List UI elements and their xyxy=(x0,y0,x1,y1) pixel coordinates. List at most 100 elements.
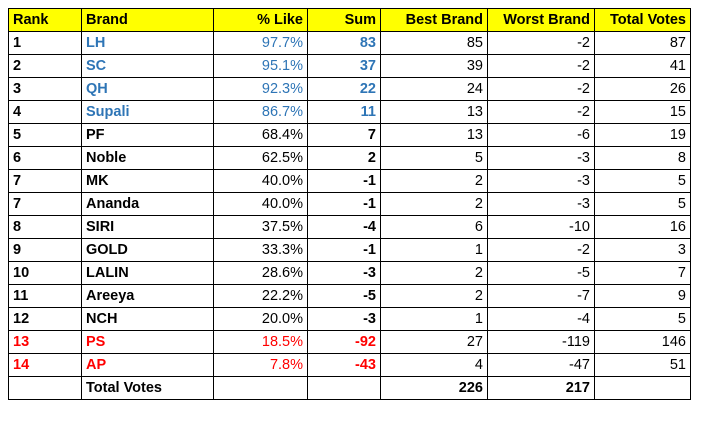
cell-best[interactable]: 1 xyxy=(380,307,488,331)
cell-like[interactable]: 28.6% xyxy=(213,261,308,285)
cell-rank[interactable]: 4 xyxy=(8,100,82,124)
header-rank[interactable]: Rank xyxy=(8,8,82,32)
cell-like[interactable]: 18.5% xyxy=(213,330,308,354)
cell-total[interactable]: 51 xyxy=(594,353,691,377)
cell-total[interactable]: 16 xyxy=(594,215,691,239)
cell-brand[interactable]: Noble xyxy=(81,146,214,170)
cell-rank[interactable]: 13 xyxy=(8,330,82,354)
cell-rank[interactable]: 2 xyxy=(8,54,82,78)
cell-total[interactable]: 5 xyxy=(594,169,691,193)
cell-sum[interactable]: -92 xyxy=(307,330,381,354)
cell-rank[interactable]: 12 xyxy=(8,307,82,331)
cell-total[interactable]: 3 xyxy=(594,238,691,262)
cell-worst[interactable]: -2 xyxy=(487,238,595,262)
footer-empty-cell[interactable] xyxy=(307,376,381,400)
cell-best[interactable]: 4 xyxy=(380,353,488,377)
cell-like[interactable]: 92.3% xyxy=(213,77,308,101)
cell-rank[interactable]: 10 xyxy=(8,261,82,285)
footer-label[interactable]: Total Votes xyxy=(81,376,214,400)
cell-brand[interactable]: AP xyxy=(81,353,214,377)
cell-rank[interactable]: 7 xyxy=(8,192,82,216)
cell-total[interactable]: 41 xyxy=(594,54,691,78)
cell-best[interactable]: 2 xyxy=(380,192,488,216)
cell-brand[interactable]: PF xyxy=(81,123,214,147)
cell-worst[interactable]: -2 xyxy=(487,31,595,55)
cell-like[interactable]: 33.3% xyxy=(213,238,308,262)
cell-worst[interactable]: -7 xyxy=(487,284,595,308)
cell-rank[interactable]: 5 xyxy=(8,123,82,147)
cell-sum[interactable]: 83 xyxy=(307,31,381,55)
cell-total[interactable]: 5 xyxy=(594,192,691,216)
header-like[interactable]: % Like xyxy=(213,8,308,32)
cell-worst[interactable]: -3 xyxy=(487,169,595,193)
cell-worst[interactable]: -2 xyxy=(487,100,595,124)
cell-worst[interactable]: -5 xyxy=(487,261,595,285)
cell-total[interactable]: 7 xyxy=(594,261,691,285)
cell-worst[interactable]: -2 xyxy=(487,77,595,101)
cell-brand[interactable]: LALIN xyxy=(81,261,214,285)
cell-total[interactable]: 87 xyxy=(594,31,691,55)
cell-brand[interactable]: NCH xyxy=(81,307,214,331)
header-sum[interactable]: Sum xyxy=(307,8,381,32)
cell-brand[interactable]: MK xyxy=(81,169,214,193)
header-total-votes[interactable]: Total Votes xyxy=(594,8,691,32)
cell-worst[interactable]: -3 xyxy=(487,146,595,170)
cell-sum[interactable]: -1 xyxy=(307,169,381,193)
cell-like[interactable]: 40.0% xyxy=(213,192,308,216)
header-best-brand[interactable]: Best Brand xyxy=(380,8,488,32)
cell-worst[interactable]: -2 xyxy=(487,54,595,78)
cell-best[interactable]: 2 xyxy=(380,169,488,193)
cell-brand[interactable]: PS xyxy=(81,330,214,354)
cell-like[interactable]: 20.0% xyxy=(213,307,308,331)
cell-best[interactable]: 13 xyxy=(380,100,488,124)
footer-worst-total[interactable]: 217 xyxy=(487,376,595,400)
cell-brand[interactable]: GOLD xyxy=(81,238,214,262)
cell-total[interactable]: 19 xyxy=(594,123,691,147)
cell-like[interactable]: 68.4% xyxy=(213,123,308,147)
cell-like[interactable]: 62.5% xyxy=(213,146,308,170)
cell-like[interactable]: 37.5% xyxy=(213,215,308,239)
cell-like[interactable]: 86.7% xyxy=(213,100,308,124)
cell-best[interactable]: 85 xyxy=(380,31,488,55)
cell-brand[interactable]: QH xyxy=(81,77,214,101)
cell-rank[interactable]: 9 xyxy=(8,238,82,262)
header-brand[interactable]: Brand xyxy=(81,8,214,32)
cell-total[interactable]: 15 xyxy=(594,100,691,124)
cell-best[interactable]: 39 xyxy=(380,54,488,78)
cell-rank[interactable]: 11 xyxy=(8,284,82,308)
cell-total[interactable]: 9 xyxy=(594,284,691,308)
cell-sum[interactable]: 2 xyxy=(307,146,381,170)
cell-rank[interactable]: 14 xyxy=(8,353,82,377)
cell-total[interactable]: 8 xyxy=(594,146,691,170)
cell-total[interactable]: 26 xyxy=(594,77,691,101)
cell-sum[interactable]: -5 xyxy=(307,284,381,308)
cell-sum[interactable]: 22 xyxy=(307,77,381,101)
cell-brand[interactable]: Ananda xyxy=(81,192,214,216)
cell-rank[interactable]: 7 xyxy=(8,169,82,193)
cell-worst[interactable]: -6 xyxy=(487,123,595,147)
footer-empty-cell[interactable] xyxy=(213,376,308,400)
cell-sum[interactable]: -43 xyxy=(307,353,381,377)
cell-sum[interactable]: 7 xyxy=(307,123,381,147)
cell-like[interactable]: 97.7% xyxy=(213,31,308,55)
footer-empty-cell[interactable] xyxy=(8,376,82,400)
cell-brand[interactable]: Areeya xyxy=(81,284,214,308)
cell-worst[interactable]: -10 xyxy=(487,215,595,239)
header-worst-brand[interactable]: Worst Brand xyxy=(487,8,595,32)
cell-best[interactable]: 1 xyxy=(380,238,488,262)
cell-best[interactable]: 2 xyxy=(380,261,488,285)
cell-best[interactable]: 2 xyxy=(380,284,488,308)
cell-rank[interactable]: 1 xyxy=(8,31,82,55)
cell-like[interactable]: 7.8% xyxy=(213,353,308,377)
cell-worst[interactable]: -4 xyxy=(487,307,595,331)
cell-sum[interactable]: -4 xyxy=(307,215,381,239)
cell-rank[interactable]: 8 xyxy=(8,215,82,239)
cell-like[interactable]: 95.1% xyxy=(213,54,308,78)
cell-best[interactable]: 6 xyxy=(380,215,488,239)
cell-like[interactable]: 22.2% xyxy=(213,284,308,308)
cell-worst[interactable]: -119 xyxy=(487,330,595,354)
cell-brand[interactable]: Supali xyxy=(81,100,214,124)
cell-worst[interactable]: -47 xyxy=(487,353,595,377)
cell-brand[interactable]: SIRI xyxy=(81,215,214,239)
cell-best[interactable]: 13 xyxy=(380,123,488,147)
